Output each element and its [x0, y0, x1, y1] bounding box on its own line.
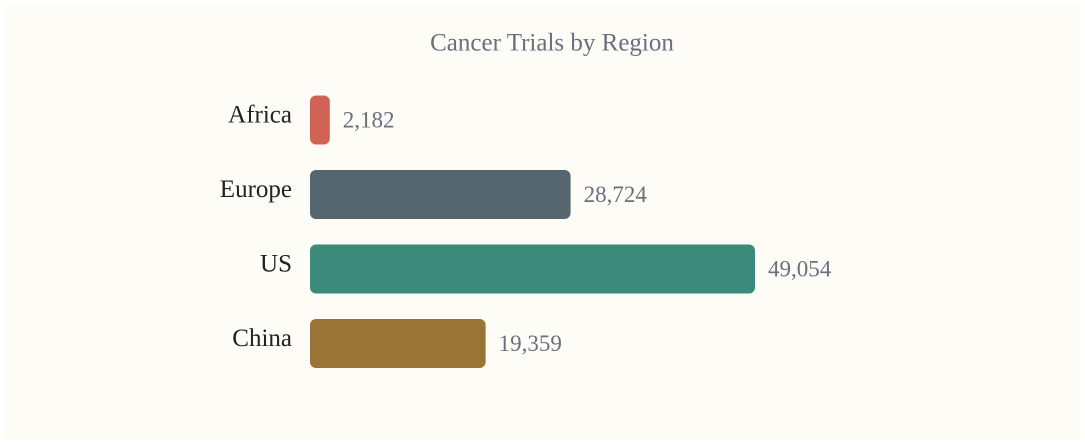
- chart-background: [4, 4, 1081, 439]
- value-label: 2,182: [343, 107, 395, 132]
- chart-title: Cancer Trials by Region: [430, 30, 674, 57]
- value-label: 19,359: [499, 331, 562, 356]
- category-label: US: [260, 251, 292, 278]
- bar: [310, 244, 755, 294]
- category-label: Europe: [220, 176, 292, 203]
- bar: [310, 319, 486, 368]
- bar: [310, 170, 571, 219]
- category-label: China: [232, 325, 292, 352]
- value-label: 49,054: [768, 256, 832, 281]
- value-label: 28,724: [584, 182, 648, 207]
- category-label: Africa: [228, 102, 292, 129]
- bar: [310, 95, 330, 145]
